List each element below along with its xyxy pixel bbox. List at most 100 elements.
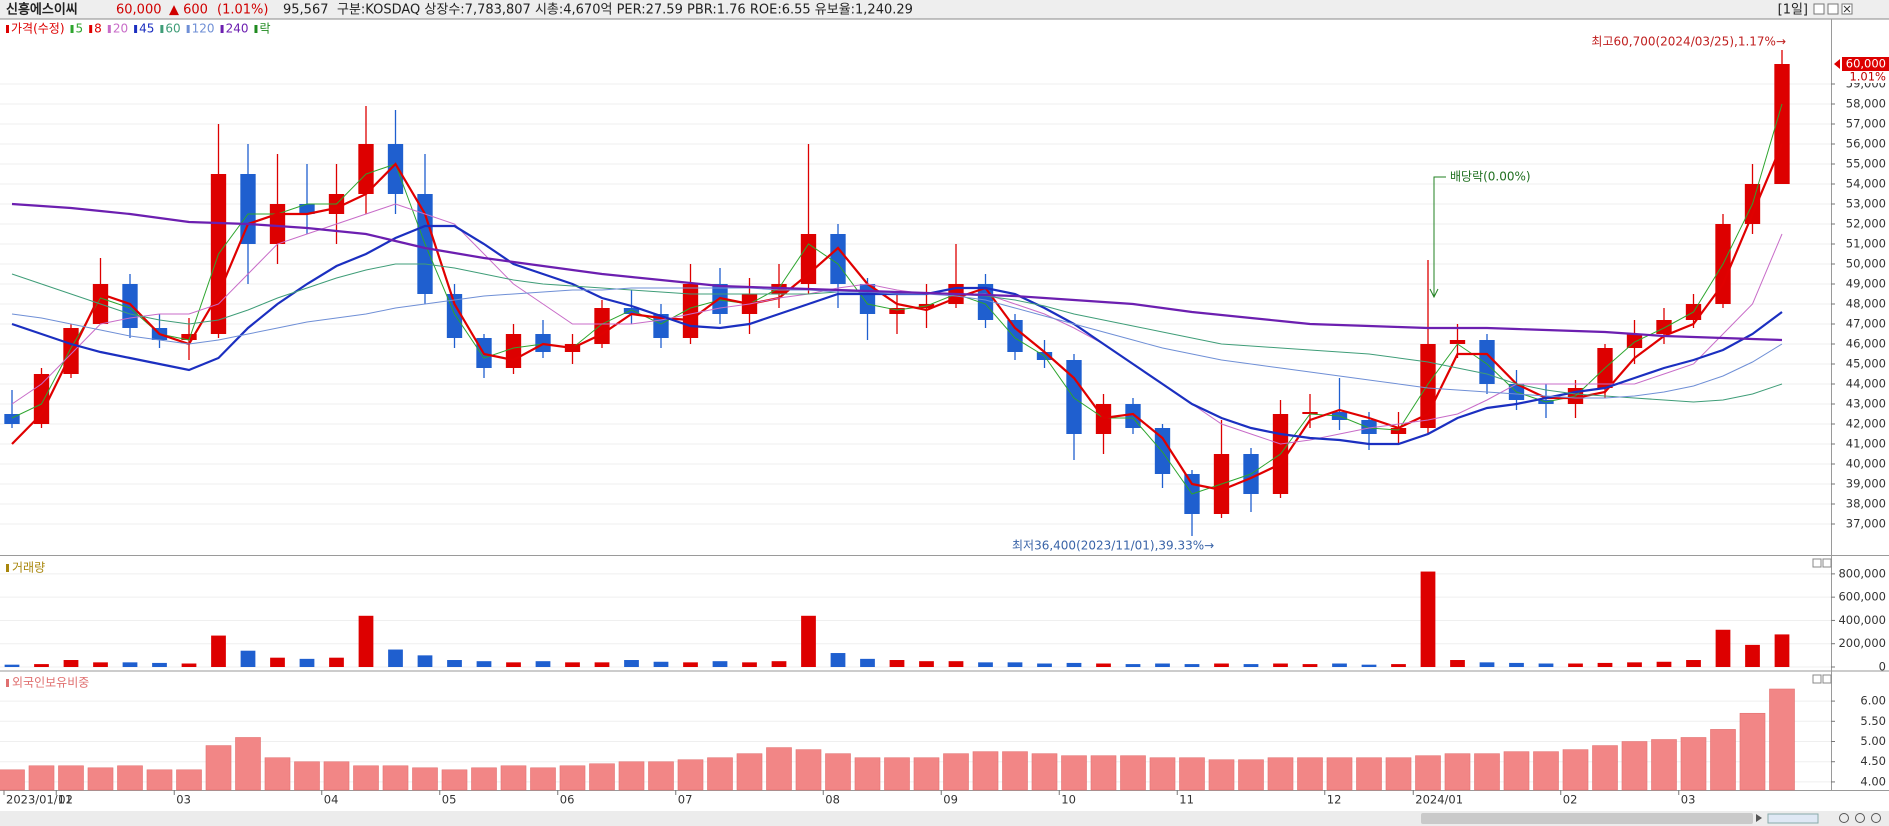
price-tag-sub-bg <box>1842 71 1889 83</box>
bar <box>4 664 20 667</box>
bar <box>1533 751 1559 791</box>
bar <box>653 661 669 667</box>
y-tick-label: 5.00 <box>1860 734 1886 748</box>
legend-label: 가격(수정) <box>11 22 65 36</box>
candle-body <box>4 414 20 424</box>
bar <box>1326 757 1353 791</box>
bar <box>677 759 704 791</box>
bar <box>1420 571 1436 667</box>
bar <box>1302 664 1318 667</box>
bar <box>1356 757 1382 791</box>
bar <box>1120 755 1146 791</box>
bar <box>1007 662 1023 667</box>
panel-button[interactable] <box>1822 558 1832 568</box>
y-tick-label: 41,000 <box>1846 437 1886 451</box>
bar <box>1066 662 1082 667</box>
bar <box>1090 755 1117 791</box>
y-tick-label: 51,000 <box>1846 237 1886 251</box>
bar <box>1769 688 1795 791</box>
legend-swatch <box>186 25 190 33</box>
bar <box>618 761 645 791</box>
y-tick-label: 44,000 <box>1846 377 1886 391</box>
bar <box>860 658 875 667</box>
bar <box>1568 663 1583 667</box>
legend-label: 45 <box>139 22 154 36</box>
bar <box>742 662 757 667</box>
candle-body <box>889 308 905 314</box>
bar <box>830 653 846 667</box>
bar <box>87 767 114 791</box>
bar <box>500 765 527 791</box>
bar <box>913 757 940 791</box>
y-tick-label: 4.00 <box>1860 774 1886 788</box>
candle-body <box>1656 320 1672 334</box>
bar <box>1592 745 1618 791</box>
stock-info: 구분:KOSDAQ 상장수:7,783,807 시총:4,670억 PER:27… <box>337 3 913 18</box>
bar <box>712 661 728 667</box>
bar <box>1538 663 1554 667</box>
bar <box>1391 664 1406 667</box>
bar <box>1597 662 1613 667</box>
scrollbar-track[interactable] <box>0 811 1889 826</box>
zoom-in[interactable] <box>1839 813 1849 823</box>
period[interactable]: [1일] <box>1778 3 1808 18</box>
scroll-arrow[interactable] <box>1756 814 1762 822</box>
bar <box>1385 757 1412 791</box>
bar <box>771 661 787 667</box>
bar <box>594 662 610 667</box>
y-tick-label: 48,000 <box>1846 297 1886 311</box>
zoom-slider[interactable] <box>1767 813 1819 824</box>
panel-button[interactable] <box>1822 674 1832 684</box>
bar <box>1474 753 1500 791</box>
bar <box>919 661 934 667</box>
moving-average-line <box>11 203 1783 445</box>
zoom-out[interactable] <box>1855 813 1865 823</box>
y-tick-label: 6.00 <box>1860 694 1886 708</box>
y-tick-label: 55,000 <box>1846 157 1886 171</box>
y-tick-label: 600,000 <box>1838 590 1886 604</box>
maximize-button[interactable] <box>1827 3 1839 15</box>
bar <box>299 658 315 667</box>
bar <box>211 635 226 667</box>
y-tick-label: 400,000 <box>1838 613 1886 627</box>
bar <box>736 753 763 791</box>
bar <box>506 662 521 667</box>
bar <box>63 660 79 667</box>
panel-button[interactable] <box>1812 674 1822 684</box>
bar <box>1509 662 1524 667</box>
minimize-button[interactable] <box>1813 3 1825 15</box>
y-tick-label: 50,000 <box>1846 257 1886 271</box>
price-tag-pointer <box>1834 59 1840 69</box>
bar <box>58 765 84 791</box>
header-bar <box>0 0 1889 19</box>
stock-change: ▲ 600 <box>169 3 208 18</box>
x-tick-label: 03 <box>176 793 191 807</box>
legend-swatch <box>220 25 224 33</box>
price-tag-sub: 1.01% <box>1849 70 1886 84</box>
legend-label: 20 <box>113 22 128 36</box>
x-tick-label: 2024/01 <box>1415 793 1463 807</box>
bar <box>152 662 167 667</box>
bar <box>358 615 374 667</box>
candle-body <box>1774 64 1790 184</box>
bar <box>1297 757 1323 791</box>
y-tick-label: 45,000 <box>1846 357 1886 371</box>
panel-button[interactable] <box>1812 558 1822 568</box>
scrollbar-thumb[interactable] <box>1421 813 1753 824</box>
bar <box>1155 663 1170 667</box>
y-tick-label: 47,000 <box>1846 317 1886 331</box>
bar <box>1745 644 1760 667</box>
x-tick-label: 09 <box>943 793 958 807</box>
bar <box>1562 749 1589 791</box>
bar <box>1651 739 1677 791</box>
bar <box>417 655 433 667</box>
zoom-reset[interactable] <box>1871 813 1881 823</box>
candle-body <box>830 234 846 284</box>
x-tick-label: 10 <box>1061 793 1076 807</box>
candle-body <box>505 334 522 368</box>
bar <box>707 757 733 791</box>
bar <box>28 765 55 791</box>
bar <box>795 749 822 791</box>
legend-swatch <box>89 25 93 33</box>
